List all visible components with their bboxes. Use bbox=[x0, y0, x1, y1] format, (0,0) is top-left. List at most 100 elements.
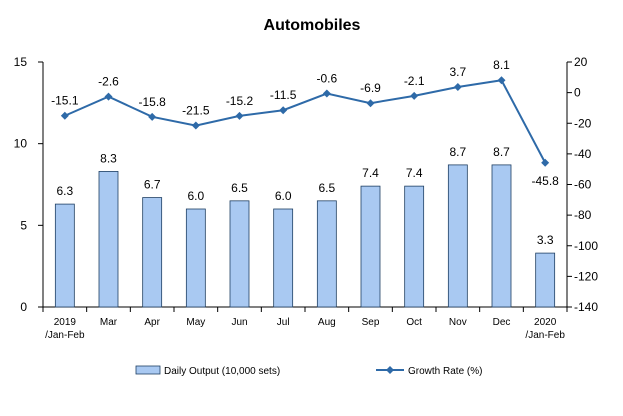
line-point bbox=[148, 112, 157, 121]
y-left-tick-label: 10 bbox=[14, 137, 28, 151]
line-value-label: 8.1 bbox=[493, 58, 510, 72]
x-tick-label-line: Oct bbox=[406, 317, 422, 328]
line-value-label: -15.2 bbox=[226, 94, 254, 108]
x-tick-label-line: Aug bbox=[318, 317, 336, 328]
bar bbox=[491, 164, 512, 308]
legend-line-marker bbox=[386, 366, 394, 374]
line-value-label: -6.9 bbox=[360, 81, 381, 95]
bar-value-label: 6.5 bbox=[231, 181, 248, 195]
y-left-tick-label: 15 bbox=[14, 55, 28, 69]
x-tick-label: Mar bbox=[100, 317, 118, 328]
line-value-label: -0.6 bbox=[316, 72, 337, 86]
y-right-tick-label: -140 bbox=[574, 300, 598, 314]
bar-value-label: 6.5 bbox=[318, 181, 335, 195]
bar bbox=[54, 203, 75, 308]
x-tick-label-line: May bbox=[186, 317, 205, 328]
line-value-label: -15.8 bbox=[138, 95, 166, 109]
bar bbox=[447, 164, 468, 308]
bar bbox=[98, 171, 119, 308]
x-tick-label-line: Dec bbox=[493, 317, 511, 328]
bar bbox=[229, 200, 250, 308]
y-right-tick-label: 20 bbox=[574, 55, 588, 69]
bar bbox=[142, 197, 163, 308]
bar-value-label: 6.0 bbox=[187, 189, 204, 203]
x-tick-label: 2020/Jan-Feb bbox=[525, 317, 565, 341]
bar-value-label: 7.4 bbox=[362, 166, 379, 180]
line-series bbox=[60, 76, 550, 167]
line-point bbox=[191, 121, 200, 130]
bar-series bbox=[54, 164, 556, 308]
x-tick-label: 2019/Jan-Feb bbox=[45, 317, 85, 341]
x-tick-label-line: 2019 bbox=[54, 317, 77, 328]
bar-value-label: 3.3 bbox=[537, 233, 554, 247]
x-tick-label: Nov bbox=[449, 317, 467, 328]
y-right-tick-label: -20 bbox=[574, 116, 592, 130]
bar-value-label: 6.3 bbox=[56, 184, 73, 198]
line-point bbox=[322, 89, 331, 98]
line-point bbox=[541, 158, 550, 167]
data-labels: 6.3 8.3 6.7 6.0 6.5 6.0 6.5 7.4 7.4 8.7 8.7 3.3 -15.… bbox=[51, 58, 559, 247]
line-point bbox=[366, 99, 375, 108]
legend-bar-swatch bbox=[135, 365, 161, 375]
y-left-tick-label: 5 bbox=[20, 218, 27, 232]
bar bbox=[185, 208, 206, 308]
line-value-label: 3.7 bbox=[449, 65, 466, 79]
line-value-label: -2.1 bbox=[404, 74, 425, 88]
legend-bar-label: Daily Output (10,000 sets) bbox=[164, 366, 280, 377]
y-right-tick-label: -40 bbox=[574, 147, 592, 161]
y-right-tick-label: -80 bbox=[574, 208, 592, 222]
y-right-tick-label: -100 bbox=[574, 239, 598, 253]
legend-line-label: Growth Rate (%) bbox=[408, 366, 482, 377]
x-tick-label: Oct bbox=[406, 317, 422, 328]
line-point bbox=[235, 111, 244, 120]
bar bbox=[316, 200, 337, 308]
bar-value-label: 8.7 bbox=[493, 145, 510, 159]
x-tick-label: May bbox=[186, 317, 205, 328]
bar-value-label: 6.7 bbox=[144, 178, 161, 192]
x-tick-label: Jul bbox=[277, 317, 290, 328]
x-tick-label-line: Sep bbox=[362, 317, 380, 328]
line-point bbox=[60, 111, 69, 120]
bar-value-label: 8.3 bbox=[100, 151, 117, 165]
line-point bbox=[104, 92, 113, 101]
growth-rate-line bbox=[64, 79, 547, 164]
x-tick-label: Aug bbox=[318, 317, 336, 328]
x-tick-label-line: Jun bbox=[231, 317, 247, 328]
line-value-label: -2.6 bbox=[98, 75, 119, 89]
line-point bbox=[497, 76, 506, 85]
axes: 0 5 10 15 20 0 -20 -40 -60 -80 -100 -120 -140 2019/Ja… bbox=[14, 55, 599, 341]
x-tick-label-line: 2020 bbox=[534, 317, 557, 328]
line-point bbox=[410, 91, 419, 100]
line-point bbox=[279, 106, 288, 115]
bar bbox=[535, 252, 556, 308]
x-tick-label-line: /Jan-Feb bbox=[45, 330, 85, 341]
y-right-tick-label: -120 bbox=[574, 269, 598, 283]
x-tick-label-line: Apr bbox=[144, 317, 160, 328]
x-tick-label-line: /Jan-Feb bbox=[525, 330, 565, 341]
bar-value-label: 8.7 bbox=[449, 145, 466, 159]
bar bbox=[404, 185, 425, 308]
x-tick-label: Sep bbox=[362, 317, 380, 328]
y-left-tick-label: 0 bbox=[20, 300, 27, 314]
x-tick-label: Apr bbox=[144, 317, 160, 328]
line-value-label: -15.1 bbox=[51, 94, 79, 108]
line-value-label: -21.5 bbox=[182, 104, 210, 118]
bar bbox=[360, 185, 381, 308]
x-tick-label: Jun bbox=[231, 317, 247, 328]
line-point bbox=[453, 82, 462, 91]
chart-title: Automobiles bbox=[264, 17, 361, 34]
x-tick-label-line: Jul bbox=[277, 317, 290, 328]
y-right-tick-label: 0 bbox=[574, 86, 581, 100]
line-value-label: -11.5 bbox=[270, 88, 297, 102]
x-tick-label-line: Nov bbox=[449, 317, 467, 328]
bar bbox=[273, 208, 294, 308]
bar-value-label: 7.4 bbox=[406, 166, 423, 180]
x-tick-label: Dec bbox=[493, 317, 511, 328]
line-value-label: -45.8 bbox=[531, 174, 559, 188]
bar-value-label: 6.0 bbox=[275, 189, 292, 203]
legend: Daily Output (10,000 sets) Growth Rate (%… bbox=[135, 365, 482, 377]
y-right-tick-label: -60 bbox=[574, 178, 592, 192]
x-tick-label-line: Mar bbox=[100, 317, 118, 328]
